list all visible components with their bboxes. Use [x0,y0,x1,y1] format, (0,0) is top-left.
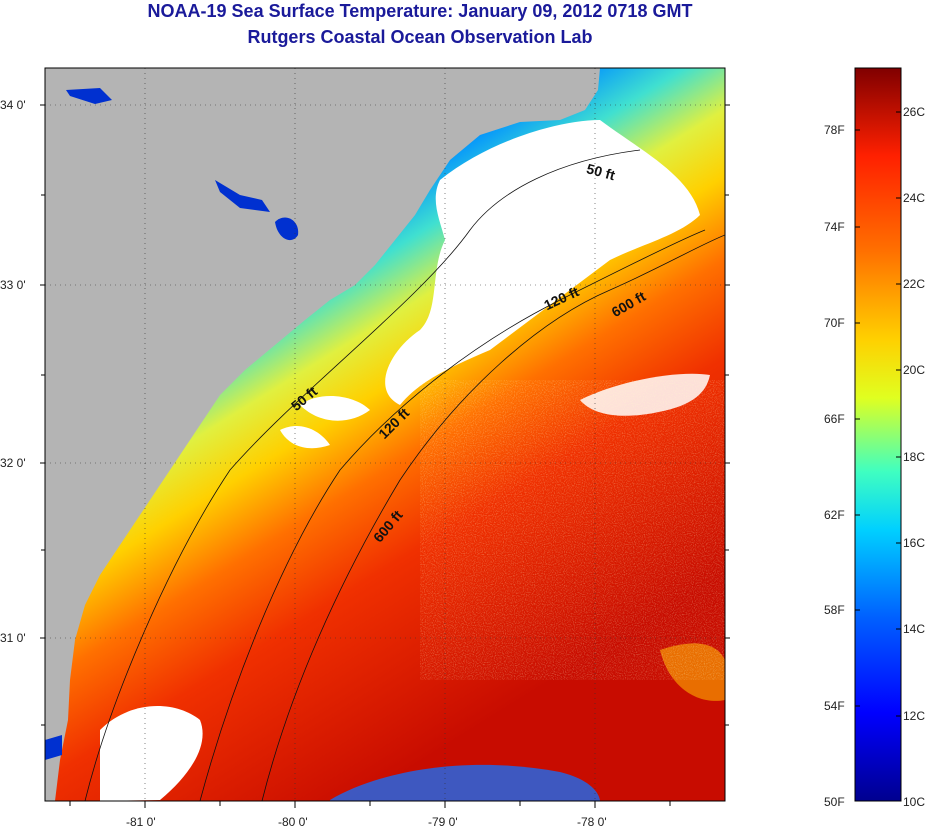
inland-water [215,180,270,212]
cloud-area [280,425,330,449]
lon-tick-label: -78 0' [577,815,607,829]
cloud-area [100,706,203,801]
contour-label: 50 ft [585,160,617,183]
fahrenheit-label: 54F [824,699,845,713]
celsius-label: 20C [903,363,925,377]
lat-tick-label: 33 0' [0,278,26,292]
map-subtitle: Rutgers Coastal Ocean Observation Lab [247,27,593,47]
lat-tick-label: 34 0' [0,98,26,112]
land [45,68,600,801]
inland-water [275,217,299,241]
contour-50ft [84,149,641,801]
fahrenheit-label: 66F [824,412,845,426]
speckle [420,380,725,680]
cloud-area [300,395,370,421]
inland-water [45,735,62,760]
contour-120ft [199,229,706,801]
map-frame [44,67,726,802]
cloud-area [385,120,700,405]
celsius-label: 16C [903,536,925,550]
colorbar-gradient [854,67,902,802]
celsius-label: 26C [903,105,925,119]
cool-patch [330,764,600,801]
lat-tick-label: 31 0' [0,631,26,645]
map-title: NOAA-19 Sea Surface Temperature: January… [147,1,693,21]
fahrenheit-label: 62F [824,508,845,522]
fahrenheit-label: 70F [824,316,845,330]
fahrenheit-label: 74F [824,220,845,234]
celsius-label: 12C [903,709,925,723]
fahrenheit-label: 58F [824,603,845,617]
celsius-label: 18C [903,450,925,464]
contour-600ft [261,234,725,801]
lon-tick-label: -80 0' [278,815,308,829]
inland-water [66,88,112,104]
celsius-label: 24C [903,191,925,205]
celsius-label: 14C [903,622,925,636]
lon-tick-label: -81 0' [126,815,156,829]
lat-tick-label: 32 0' [0,456,26,470]
lon-tick-label: -79 0' [428,815,458,829]
fahrenheit-label: 78F [824,123,845,137]
fahrenheit-label: 50F [824,795,845,809]
celsius-label: 22C [903,277,925,291]
celsius-label: 10C [903,795,925,809]
